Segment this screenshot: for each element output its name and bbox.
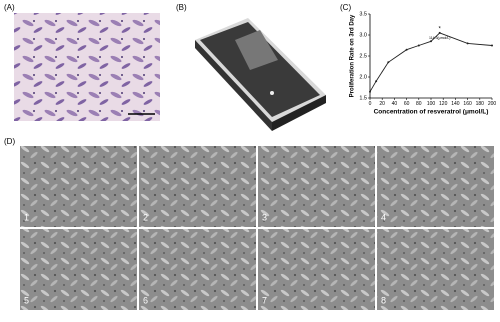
micrograph (258, 229, 375, 310)
y-tick-label: 2.5 (359, 53, 367, 59)
data-point (369, 90, 371, 93)
image-number: 5 (24, 295, 29, 305)
panel-label: (B) (176, 3, 187, 12)
x-tick-label: 160 (463, 101, 472, 107)
image-number: 4 (381, 212, 386, 222)
x-tick-label: 20 (379, 101, 385, 107)
image-number: 1 (24, 212, 29, 222)
micrograph (258, 146, 375, 227)
y-tick-label: 3.5 (359, 11, 367, 17)
y-tick-label: 3.0 (359, 32, 367, 38)
image-number: 3 (262, 212, 267, 222)
x-tick-label: 40 (392, 101, 398, 107)
x-axis-label: Concentration of resveratrol (μmol/L) (374, 109, 489, 116)
data-point (375, 80, 378, 83)
x-tick-label: 100 (427, 101, 436, 107)
micrograph (377, 146, 494, 227)
x-tick-label: 180 (476, 101, 485, 107)
data-point (430, 40, 432, 43)
panel-label: (A) (4, 3, 15, 12)
micrograph (20, 146, 137, 227)
image-number: 8 (381, 295, 386, 305)
x-tick-label: 0 (369, 101, 372, 107)
data-point (466, 42, 469, 45)
chip-drawing (195, 18, 326, 131)
data-point (417, 44, 420, 47)
y-tick-label: 1.5 (359, 95, 367, 101)
x-tick-label: 60 (404, 101, 410, 107)
y-axis-label: Proliferation Rate on 3rd Day (350, 14, 356, 97)
image-number: 2 (143, 212, 148, 222)
y-tick-label: 2.0 (359, 74, 367, 80)
x-tick-label: 120 (439, 101, 448, 107)
image-number: 6 (143, 295, 148, 305)
x-tick-label: 200 (488, 101, 497, 107)
histology-image (14, 13, 160, 121)
micrograph (139, 146, 256, 227)
annotation: 114.3(μmol/L) (429, 36, 450, 40)
chart: 1.5 2.0 2.5 3.0 3.5 0 20 40 60 80 100 120 140 160 180 2… (350, 11, 497, 115)
data-point (387, 61, 390, 64)
data-point (405, 48, 408, 51)
x-tick-label: 140 (451, 101, 460, 107)
data-point (491, 44, 493, 47)
panel-label: (D) (4, 137, 15, 146)
micrograph-grid: 1 2 3 4 5 6 7 8 (20, 146, 494, 310)
micrograph (139, 229, 256, 310)
image-number: 7 (262, 295, 267, 305)
x-tick-label: 80 (416, 101, 422, 107)
micrograph (377, 229, 494, 310)
annotation: * (439, 26, 442, 32)
panel-label: (C) (340, 3, 351, 12)
micrograph (20, 229, 137, 310)
data-point (438, 31, 441, 34)
